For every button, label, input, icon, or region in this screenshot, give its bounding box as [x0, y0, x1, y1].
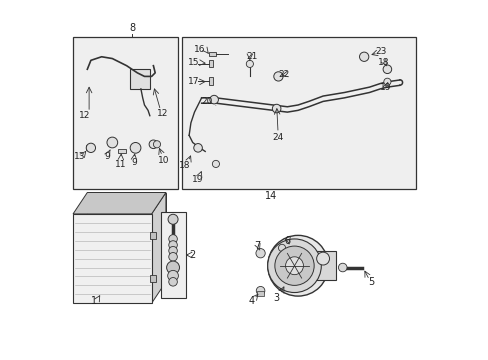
Bar	[312, 251, 335, 280]
Circle shape	[166, 261, 179, 274]
Bar	[149, 232, 156, 239]
Circle shape	[382, 65, 391, 73]
Circle shape	[274, 246, 313, 285]
Bar	[130, 69, 149, 89]
Text: 19: 19	[379, 83, 390, 92]
Text: 2: 2	[189, 250, 195, 260]
Text: 10: 10	[158, 156, 169, 165]
Bar	[208, 60, 213, 67]
Circle shape	[383, 78, 390, 85]
Circle shape	[193, 144, 202, 152]
Circle shape	[359, 52, 368, 62]
Bar	[85, 145, 91, 150]
Circle shape	[168, 241, 177, 249]
Circle shape	[168, 252, 177, 261]
Bar	[208, 77, 213, 85]
Circle shape	[267, 235, 328, 296]
Circle shape	[272, 104, 281, 113]
Circle shape	[209, 95, 218, 104]
Circle shape	[256, 287, 264, 295]
Circle shape	[168, 214, 178, 224]
Text: 22: 22	[278, 70, 289, 79]
Circle shape	[153, 141, 160, 148]
Text: 12: 12	[79, 111, 90, 120]
Circle shape	[285, 257, 303, 275]
Text: 5: 5	[367, 277, 374, 287]
Bar	[257, 292, 264, 296]
Circle shape	[246, 60, 253, 67]
Text: 18: 18	[179, 161, 190, 170]
Text: 14: 14	[264, 191, 277, 201]
Text: 12: 12	[157, 109, 168, 118]
Text: 13: 13	[74, 152, 85, 161]
Text: 9: 9	[131, 158, 136, 167]
Bar	[118, 149, 125, 153]
Text: 16: 16	[193, 45, 205, 54]
Text: 15: 15	[188, 58, 200, 67]
Circle shape	[168, 247, 177, 255]
Circle shape	[212, 160, 219, 167]
Bar	[182, 37, 415, 189]
Circle shape	[273, 72, 283, 81]
Text: 11: 11	[115, 160, 126, 169]
Text: 18: 18	[377, 58, 389, 67]
Circle shape	[86, 143, 95, 153]
Circle shape	[149, 140, 157, 149]
Circle shape	[267, 239, 321, 293]
Text: 20: 20	[201, 97, 212, 106]
Text: 23: 23	[375, 47, 386, 56]
Text: 7: 7	[254, 241, 260, 251]
Circle shape	[338, 263, 346, 272]
Text: 24: 24	[272, 132, 284, 141]
Circle shape	[167, 270, 178, 281]
Text: 8: 8	[129, 23, 135, 33]
Polygon shape	[73, 193, 165, 214]
Bar	[208, 52, 216, 56]
Text: ·: ·	[214, 104, 215, 109]
Circle shape	[130, 143, 141, 153]
Circle shape	[168, 235, 177, 243]
Circle shape	[168, 278, 177, 286]
Circle shape	[107, 137, 118, 148]
Text: 9: 9	[104, 152, 110, 161]
Circle shape	[278, 244, 285, 251]
Text: 3: 3	[273, 293, 279, 303]
Text: 4: 4	[248, 296, 254, 306]
Text: 21: 21	[245, 52, 257, 61]
Circle shape	[255, 249, 264, 258]
Bar	[160, 212, 185, 298]
Text: 19: 19	[192, 175, 203, 184]
Circle shape	[316, 252, 329, 265]
Polygon shape	[87, 193, 165, 282]
Polygon shape	[151, 193, 165, 303]
Bar	[149, 275, 156, 282]
Bar	[73, 37, 178, 189]
Polygon shape	[73, 214, 151, 303]
Text: 6: 6	[284, 236, 290, 246]
Text: 17: 17	[188, 77, 200, 86]
Text: 1: 1	[91, 296, 97, 306]
